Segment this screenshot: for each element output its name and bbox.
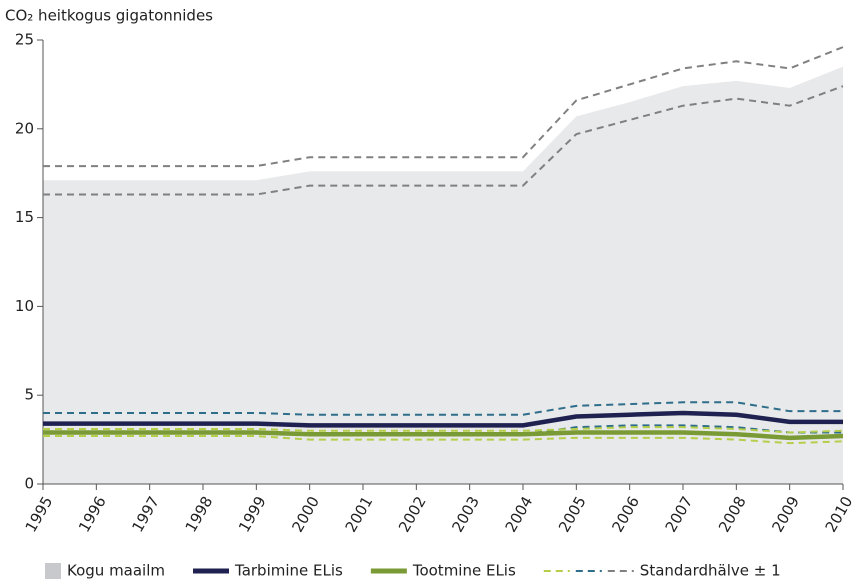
x-tick-label: 2010: [822, 493, 857, 535]
x-tick-label: 2008: [715, 493, 750, 535]
y-tick-label: 25: [15, 31, 34, 49]
x-tick-label: 1995: [22, 493, 57, 535]
x-tick-label: 1997: [128, 493, 163, 535]
y-tick-label: 10: [15, 297, 34, 315]
x-tick-label: 2006: [608, 493, 643, 535]
x-tick-label: 1998: [182, 493, 217, 535]
y-tick-label: 5: [24, 386, 34, 404]
band-line: [43, 401, 843, 416]
x-tick-label: 2007: [662, 493, 697, 535]
x-tick-label: 2004: [502, 493, 537, 535]
y-axis-title: CO₂ heitkogus gigatonnides: [5, 7, 213, 25]
x-tick-label: 1999: [235, 493, 270, 535]
band-line: [43, 435, 844, 445]
x-tick-label: 1996: [75, 493, 110, 535]
legend-label: Standardhälve ± 1: [640, 562, 781, 580]
area: [43, 66, 843, 484]
x-tick-label: 2002: [395, 493, 430, 535]
x-tick-label: 2001: [342, 493, 377, 535]
legend-label: Tarbimine ELis: [234, 562, 343, 580]
legend-label: Tootmine ELis: [412, 562, 516, 580]
x-tick-label: 2003: [448, 493, 483, 535]
legend-label: Kogu maailm: [67, 562, 165, 580]
series-line: [43, 430, 844, 441]
x-tick-label: 2009: [768, 493, 803, 535]
y-tick-label: 20: [15, 119, 34, 137]
x-tick-label: 2000: [288, 493, 323, 535]
band-line: [43, 85, 844, 196]
y-tick-label: 0: [24, 475, 34, 493]
series-line: [43, 410, 843, 428]
band-line: [43, 426, 844, 434]
band-line: [43, 46, 844, 168]
x-tick-label: 2005: [555, 493, 590, 535]
y-tick-label: 15: [15, 208, 34, 226]
legend-swatch: [45, 563, 61, 579]
